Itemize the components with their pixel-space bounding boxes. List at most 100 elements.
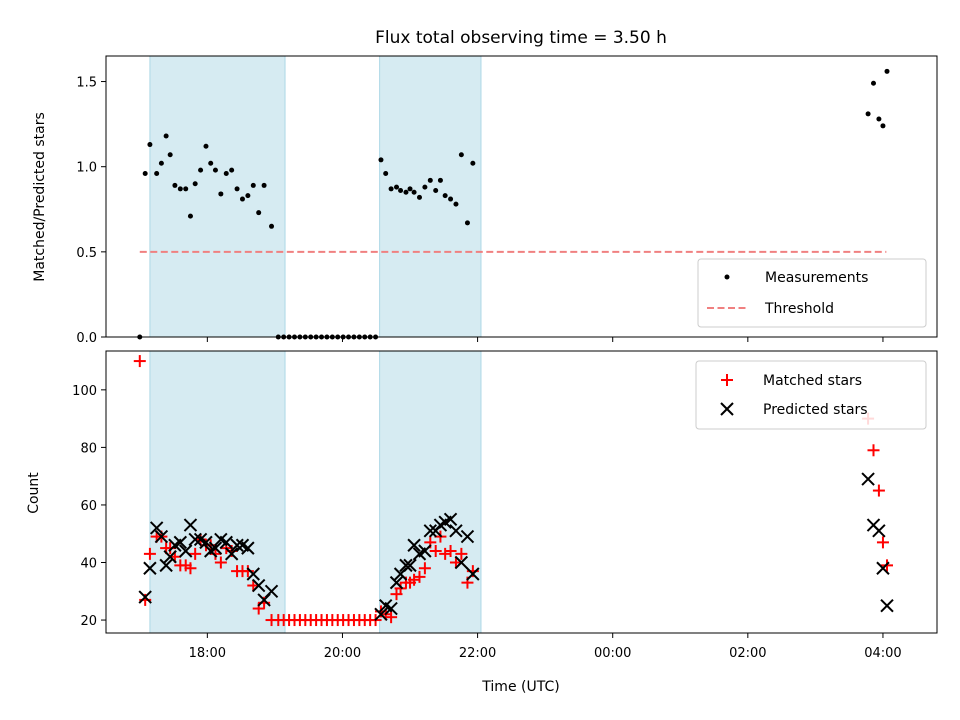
measurement-point [198, 167, 204, 173]
predicted-star-point [143, 561, 157, 575]
measurement-point [407, 186, 413, 192]
top-plot-frame [105, 55, 938, 338]
bottom-y-tick-label: 80 [80, 441, 97, 456]
bottom-shaded-intervals [149, 350, 482, 634]
matched-star-point [189, 547, 202, 560]
predicted-star-point [251, 578, 266, 593]
top-y-tick-label: 1.5 [76, 76, 97, 91]
matched-star-point [867, 444, 880, 457]
measurement-point [218, 191, 224, 197]
matched-star-point [143, 547, 156, 560]
measurement-point [870, 80, 876, 86]
bottom-y-ticks: 20 40 60 80 100 [72, 384, 106, 629]
bottom-shaded-interval-1 [379, 350, 482, 634]
predicted-star-point [399, 558, 413, 573]
measurement-point [223, 171, 229, 177]
predicted-star-point [423, 524, 437, 538]
measurement-point [865, 111, 871, 117]
bottom-plot-frame [105, 350, 938, 634]
measurement-point [172, 182, 178, 188]
x-tick-label: 20:00 [324, 646, 361, 661]
measurement-point [256, 210, 262, 216]
measurement-point [229, 167, 235, 173]
measurement-point [464, 220, 470, 226]
matched-star-point [444, 544, 457, 557]
predicted-star-point [154, 529, 169, 544]
matched-star-point [184, 562, 197, 575]
measurement-point [187, 213, 193, 219]
measurement-point [234, 186, 240, 192]
measurement-point [163, 133, 169, 139]
measurement-point [422, 184, 428, 190]
measurement-point [147, 142, 153, 148]
measurement-point [453, 201, 459, 207]
top-legend-box [697, 258, 927, 328]
x-tick-label: 00:00 [594, 646, 631, 661]
measurement-point [261, 182, 267, 188]
matched-star-point [872, 484, 885, 497]
measurement-point [884, 68, 890, 74]
x-tick-label: 18:00 [189, 646, 226, 661]
measurement-point [388, 186, 394, 192]
predicted-star-point [466, 567, 480, 581]
predicted-star-point [403, 558, 417, 573]
measurement-point [383, 171, 389, 177]
matched-star-point [418, 562, 431, 575]
measurement-point [398, 188, 404, 194]
predicted-star-point [246, 567, 260, 581]
top-y-ticks: 0.0 0.5 1.0 1.5 [76, 76, 106, 346]
top-panel: 0.0 0.5 1.0 1.5 Matched/Predicted stars Mea… [32, 55, 938, 346]
predicted-star-point [219, 535, 233, 550]
measurement-point [378, 157, 384, 163]
predicted-star-point [163, 550, 177, 564]
matched-star-point [394, 582, 407, 595]
predicted-star-point [241, 541, 255, 555]
measurement-point [177, 186, 183, 192]
measurement-point [183, 186, 189, 192]
bottom-legend: Matched stars Predicted stars [695, 360, 927, 430]
measurement-point [448, 196, 454, 202]
predicted-star-point [407, 538, 421, 552]
count-points [133, 355, 894, 627]
matched-star-point [385, 611, 398, 624]
measurement-point [158, 160, 164, 166]
predicted-star-point [159, 558, 173, 573]
top-shaded-interval-1 [379, 55, 482, 338]
measurement-point [192, 181, 198, 187]
matched-star-point [429, 544, 442, 557]
predicted-star-point [880, 598, 894, 613]
predicted-star-point [389, 575, 404, 590]
predicted-star-point [173, 535, 188, 550]
predicted-star-point [183, 518, 198, 532]
bottom-y-tick-label: 60 [80, 499, 97, 514]
measurement-point [416, 194, 422, 200]
x-axis-label: Time (UTC) [481, 679, 559, 695]
matched-star-point [439, 547, 452, 560]
matched-star-point [413, 570, 426, 583]
measurement-point [208, 160, 214, 166]
legend-matched-marker [721, 374, 733, 386]
x-tick-label: 04:00 [864, 646, 901, 661]
measurement-point [203, 143, 209, 149]
predicted-star-point [374, 607, 388, 622]
chart-title: Flux total observing time = 3.50 h [375, 28, 667, 48]
measurement-point [142, 171, 148, 177]
top-y-tick-label: 0.0 [76, 331, 97, 346]
legend-predicted-label: Predicted stars [763, 402, 868, 418]
bottom-y-tick-label: 100 [72, 384, 97, 399]
predicted-star-point [230, 538, 244, 552]
bottom-legend-box [695, 360, 927, 430]
legend-threshold-label: Threshold [764, 301, 834, 317]
measurement-point [470, 160, 476, 166]
measurement-point [876, 116, 882, 122]
measurement-point [245, 193, 251, 199]
bottom-x-ticks: 18:00 20:00 22:00 00:00 02:00 04:00 [189, 633, 902, 661]
matched-star-point [241, 565, 254, 578]
measurement-point [250, 182, 256, 188]
bottom-y-tick-label: 40 [80, 557, 97, 572]
matched-star-point [408, 573, 421, 586]
measurement-point [269, 223, 275, 229]
matched-star-point [209, 547, 222, 560]
top-y-tick-label: 1.0 [76, 161, 97, 176]
measurement-point [154, 171, 160, 177]
